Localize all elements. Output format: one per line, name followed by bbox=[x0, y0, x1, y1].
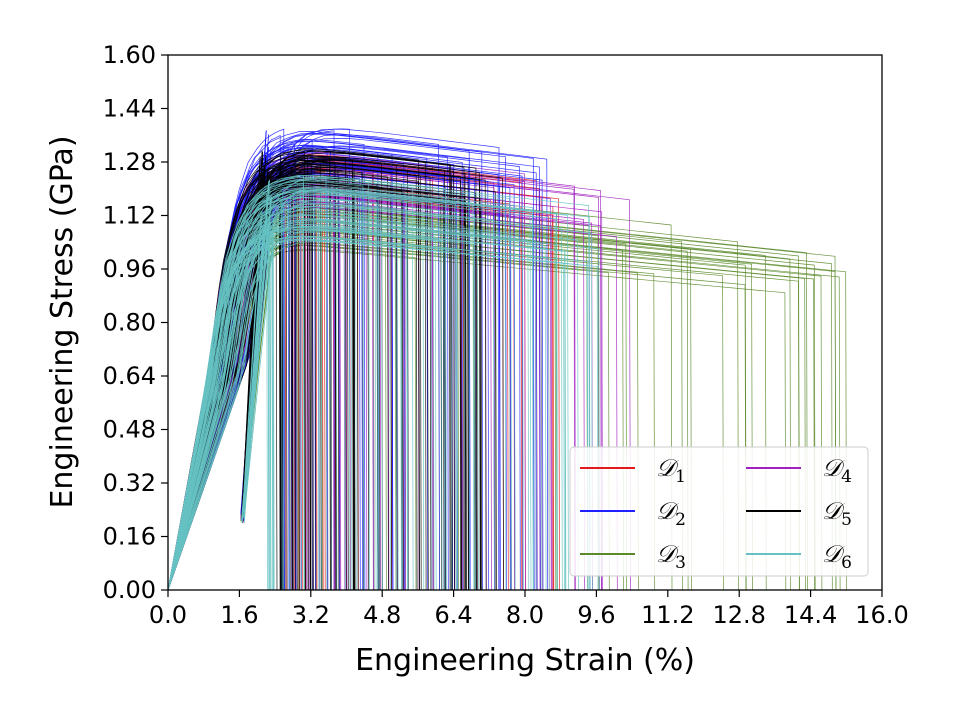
curve-d6 bbox=[168, 221, 543, 590]
y-tick-label: 0.80 bbox=[103, 309, 156, 337]
legend-label-3: 𝒟3 bbox=[656, 540, 686, 573]
curve-d6 bbox=[168, 202, 495, 590]
x-axis: 0.0 1.6 3.2 4.8 6.4 8.0 9.6 11.2 12.8 14.4 16.0 bbox=[149, 590, 909, 629]
x-tick-label: 14.4 bbox=[784, 601, 837, 629]
curve-d6 bbox=[168, 175, 328, 590]
curve-d6 bbox=[168, 236, 457, 590]
curve-d6 bbox=[168, 186, 534, 590]
curve-d6 bbox=[168, 182, 471, 590]
curve-d6 bbox=[168, 236, 589, 590]
curve-d6 bbox=[168, 214, 513, 590]
x-tick-label: 1.6 bbox=[220, 601, 258, 629]
y-tick-label: 0.48 bbox=[103, 416, 156, 444]
curve-d6 bbox=[168, 179, 507, 590]
curves-layer bbox=[168, 128, 847, 590]
curve-d6 bbox=[168, 187, 558, 590]
curve-d6 bbox=[168, 193, 268, 590]
curve-d6 bbox=[168, 205, 593, 590]
y-tick-label: 0.00 bbox=[103, 576, 156, 604]
x-tick-label: 3.2 bbox=[292, 601, 330, 629]
x-tick-label: 8.0 bbox=[506, 601, 544, 629]
y-tick-label: 0.96 bbox=[103, 255, 156, 283]
curve-d6 bbox=[168, 208, 435, 590]
x-tick-label: 11.2 bbox=[641, 601, 694, 629]
curve-d6 bbox=[168, 230, 479, 590]
curve-d6 bbox=[168, 225, 338, 590]
curve-d6 bbox=[168, 197, 476, 590]
x-tick-label: 0.0 bbox=[149, 601, 187, 629]
x-tick-label: 6.4 bbox=[435, 601, 473, 629]
y-tick-label: 0.16 bbox=[103, 523, 156, 551]
curve-d6 bbox=[168, 223, 547, 590]
x-tick-label: 12.8 bbox=[712, 601, 765, 629]
x-axis-title: Engineering Strain (%) bbox=[355, 643, 695, 678]
x-tick-label: 4.8 bbox=[363, 601, 401, 629]
curve-d6 bbox=[168, 240, 589, 590]
curve-d6 bbox=[168, 191, 425, 590]
curve-d3 bbox=[168, 232, 806, 590]
legend-label-4: 𝒟4 bbox=[822, 454, 852, 487]
y-tick-label: 1.12 bbox=[103, 202, 156, 230]
y-tick-label: 0.32 bbox=[103, 469, 156, 497]
curve-d6 bbox=[168, 229, 273, 590]
curve-d6 bbox=[168, 218, 524, 590]
unload-reload-loop bbox=[241, 216, 264, 522]
y-tick-label: 1.60 bbox=[103, 41, 156, 69]
y-tick-label: 1.28 bbox=[103, 148, 156, 176]
y-axis: 0.00 0.16 0.32 0.48 0.64 0.80 0.96 1.12 1.28 1.44… bbox=[103, 41, 168, 604]
x-tick-label: 9.6 bbox=[577, 601, 615, 629]
curve-d6 bbox=[168, 178, 370, 590]
x-tick-label: 16.0 bbox=[855, 601, 908, 629]
y-tick-label: 0.64 bbox=[103, 362, 156, 390]
curve-d6 bbox=[168, 194, 558, 590]
y-tick-label: 1.44 bbox=[103, 95, 156, 123]
y-axis-title: Engineering Stress (GPa) bbox=[45, 135, 80, 508]
unload-reload-loop bbox=[243, 236, 273, 519]
legend-box bbox=[569, 446, 869, 577]
